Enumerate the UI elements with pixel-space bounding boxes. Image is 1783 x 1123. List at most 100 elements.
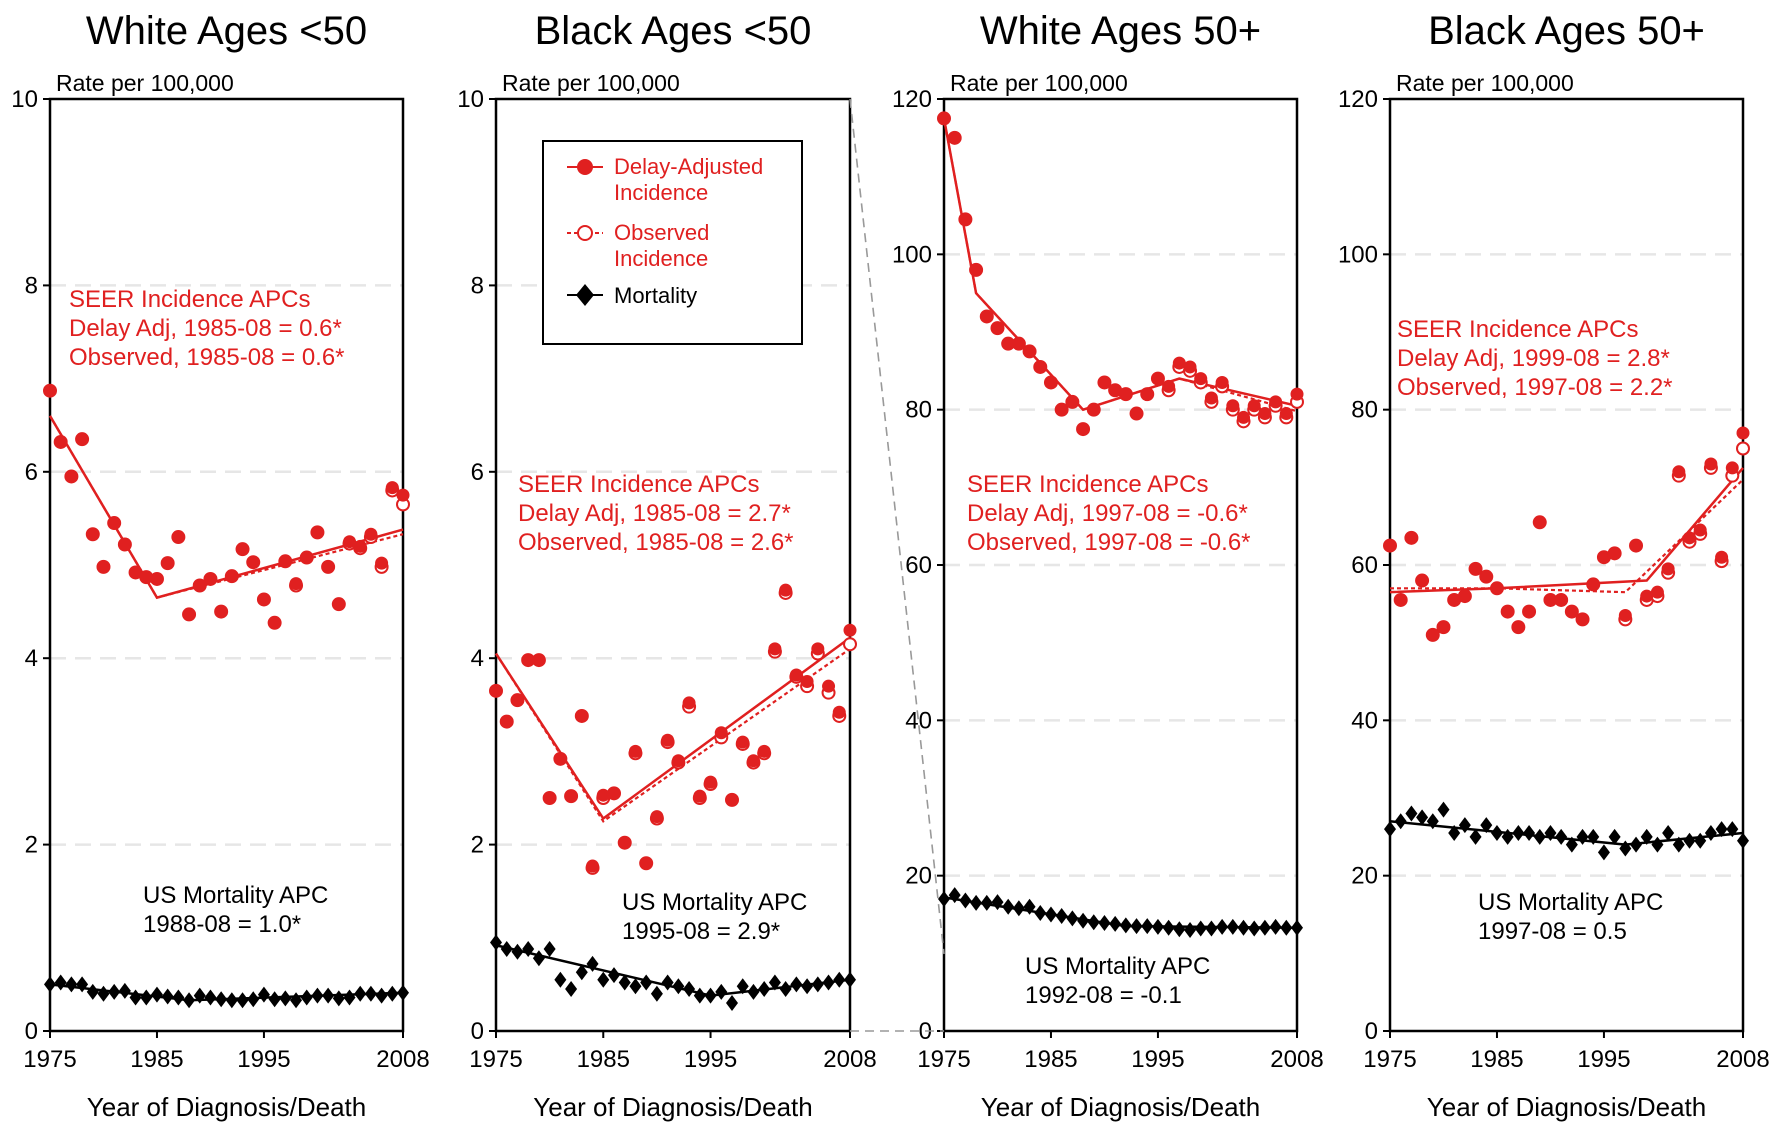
mortality-point xyxy=(747,983,760,1000)
mortality-point xyxy=(490,934,502,951)
delay-adjusted-point xyxy=(800,675,814,688)
mortality-point xyxy=(300,989,313,1006)
incidence-apc-line: SEER Incidence APCs xyxy=(69,286,310,313)
observed-trend-line xyxy=(495,647,851,823)
delay-adjusted-point xyxy=(1725,461,1739,475)
mortality-point xyxy=(991,894,1004,911)
mortality-point xyxy=(736,978,749,995)
mortality-point xyxy=(1130,918,1143,935)
delay-adjusted-point xyxy=(1108,383,1122,397)
delay-adjusted-point xyxy=(1247,399,1261,413)
y-axis-label: Rate per 100,000 xyxy=(56,70,234,96)
delay-adjusted-trend-line xyxy=(942,118,1298,412)
mortality-point xyxy=(257,986,270,1003)
mortality-apc-note: US Mortality APC 1997-08 = 0.5 xyxy=(1478,889,1663,945)
mortality-point xyxy=(1258,919,1271,936)
mortality-point xyxy=(1662,824,1675,841)
y-tick-label: 2 xyxy=(25,832,38,859)
chart-panel-3: White Ages 50+ Rate per 100,000 Year of Di… xyxy=(892,9,1324,1122)
mortality-point xyxy=(822,974,835,991)
delay-adjusted-point xyxy=(182,607,196,621)
y-tick-label: 80 xyxy=(1351,397,1378,424)
delay-adjusted-point xyxy=(969,263,983,277)
mortality-point xyxy=(1726,821,1739,838)
delay-adjusted-point xyxy=(1237,410,1251,424)
delay-adjusted-point xyxy=(75,432,89,446)
y-tick-label: 10 xyxy=(457,86,484,113)
mortality-point xyxy=(1280,919,1293,936)
mortality-point xyxy=(1619,840,1632,857)
mortality-point xyxy=(44,976,56,993)
mortality-point xyxy=(532,950,545,967)
chart-title: White Ages 50+ xyxy=(980,9,1261,53)
y-axis-label: Rate per 100,000 xyxy=(950,70,1128,96)
y-tick-label: 120 xyxy=(892,86,932,113)
mortality-point xyxy=(97,985,110,1002)
mortality-point xyxy=(236,992,249,1009)
mortality-apc-line: 1992-08 = -0.1 xyxy=(1025,982,1182,1009)
delay-adjusted-point xyxy=(161,556,175,570)
delay-adjusted-point xyxy=(1226,399,1240,413)
legend-mortality-marker xyxy=(576,284,594,306)
incidence-apc-line: Observed, 1985-08 = 2.6* xyxy=(518,529,794,556)
mortality-point xyxy=(1269,918,1282,935)
delay-adjusted-point xyxy=(1044,375,1058,389)
legend-delay-adjusted-label: Delay-Adjusted Incidence xyxy=(614,154,763,205)
delay-adjusted-point xyxy=(564,789,578,803)
y-tick-label: 100 xyxy=(1338,241,1378,268)
mortality-point xyxy=(1651,836,1664,853)
y-tick-label: 20 xyxy=(1351,863,1378,890)
mortality-point xyxy=(1640,828,1653,845)
x-axis-label: Year of Diagnosis/Death xyxy=(981,1092,1260,1122)
x-tick-label: 2008 xyxy=(1716,1046,1769,1073)
mortality-point xyxy=(1480,817,1493,834)
mortality-point xyxy=(1555,828,1568,845)
mortality-point xyxy=(554,971,567,988)
x-tick-label: 1975 xyxy=(469,1046,522,1073)
delay-adjusted-point xyxy=(1501,605,1515,619)
delay-adjusted-point xyxy=(214,605,228,619)
delay-adjusted-point xyxy=(193,579,207,593)
chart-panel-2: Black Ages <50 Rate per 100,000 Year of Di… xyxy=(457,9,876,1122)
delay-adjusted-point xyxy=(843,623,857,637)
delay-adjusted-point xyxy=(1119,387,1133,401)
mortality-point xyxy=(322,987,335,1004)
delay-adjusted-point xyxy=(300,551,314,565)
delay-adjusted-point xyxy=(1640,589,1654,603)
plot-frame xyxy=(942,97,1299,1033)
mortality-apc-note: US Mortality APC 1988-08 = 1.0* xyxy=(143,882,328,938)
mortality-point xyxy=(1291,919,1303,936)
mortality-point xyxy=(1023,898,1036,915)
delay-adjusted-point xyxy=(553,752,567,766)
delay-adjusted-point xyxy=(500,715,514,729)
mortality-point xyxy=(364,985,377,1002)
delay-adjusted-point xyxy=(937,111,951,125)
delay-adjusted-point xyxy=(990,321,1004,335)
delay-adjusted-point xyxy=(671,754,685,768)
mortality-point xyxy=(1173,921,1186,938)
delay-adjusted-point xyxy=(257,592,271,606)
mortality-point xyxy=(1077,912,1090,929)
delay-adjusted-point xyxy=(725,793,739,807)
delay-adjusted-point xyxy=(1204,391,1218,405)
delay-adjusted-point xyxy=(1258,407,1272,421)
delay-adjusted-point xyxy=(1055,403,1069,417)
mortality-point xyxy=(150,986,163,1003)
delay-adjusted-point xyxy=(236,542,250,556)
mortality-point xyxy=(204,989,217,1006)
y-tick-label: 0 xyxy=(25,1018,38,1045)
mortality-point xyxy=(1694,832,1707,849)
y-tick-label: 0 xyxy=(471,1018,484,1045)
y-axis-label: Rate per 100,000 xyxy=(1396,70,1574,96)
delay-adjusted-point xyxy=(246,555,260,569)
chart-title: Black Ages <50 xyxy=(535,9,812,53)
delay-adjusted-point xyxy=(86,527,100,541)
mortality-apc-note: US Mortality APC 1995-08 = 2.9* xyxy=(622,889,807,945)
mortality-point xyxy=(1205,920,1218,937)
delay-adjusted-point xyxy=(1533,515,1547,529)
mortality-point xyxy=(726,995,738,1012)
delay-adjusted-point xyxy=(139,570,153,584)
mortality-point xyxy=(1237,919,1250,936)
delay-adjusted-point xyxy=(639,856,653,870)
incidence-apc-note: SEER Incidence APCs Delay Adj, 1997-08 = … xyxy=(967,471,1251,556)
